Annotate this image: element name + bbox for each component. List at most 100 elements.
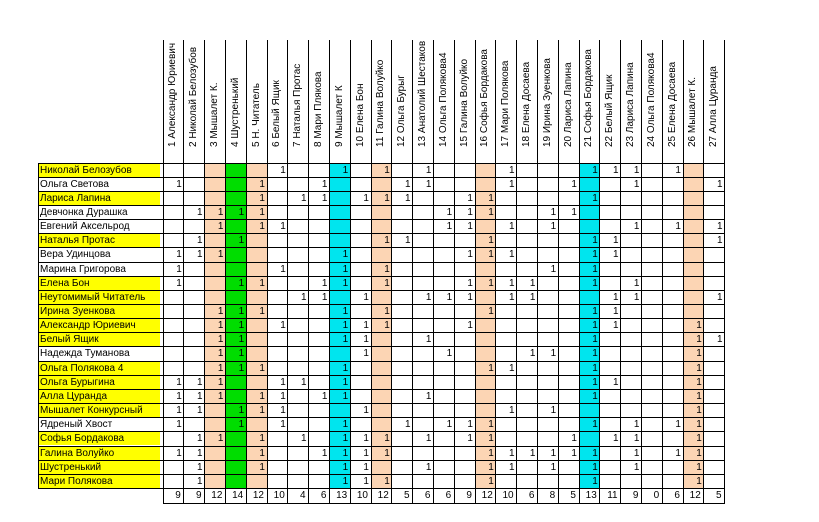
vote-mark: 1 — [384, 164, 390, 176]
vote-mark: 1 — [550, 263, 557, 275]
vote-mark: 1 — [197, 447, 203, 459]
column-fill-9 — [329, 163, 351, 489]
column-header-label: 9 Мышалет К — [333, 85, 345, 147]
vote-mark: 1 — [176, 376, 182, 388]
vote-mark: 1 — [633, 461, 640, 473]
vote-mark: 1 — [509, 249, 515, 261]
vote-mark: 1 — [509, 405, 515, 417]
row-name: Галина Волуйко — [38, 446, 160, 460]
column-header-label: 5 Н. Читатель — [250, 83, 262, 147]
column-total: 12 — [252, 490, 264, 502]
vote-mark: 1 — [363, 405, 369, 417]
row-name: Ядреный Хвост — [40, 419, 113, 431]
grid-line-horizontal — [38, 261, 725, 263]
vote-mark: 1 — [529, 447, 536, 459]
vote-mark: 1 — [550, 221, 557, 233]
row-name: Мышалет Конкурсный — [38, 404, 160, 418]
vote-mark: 1 — [217, 334, 224, 346]
vote-mark: 1 — [321, 291, 328, 303]
grid-line-horizontal — [38, 190, 725, 192]
vote-mark: 1 — [467, 433, 473, 445]
vote-mark: 1 — [550, 405, 557, 417]
vote-mark: 1 — [717, 235, 723, 247]
grid-line-vertical — [38, 163, 39, 489]
vote-mark: 1 — [217, 433, 224, 445]
column-fill-11 — [371, 163, 392, 489]
column-header: 7 Наталья Протас — [288, 40, 309, 161]
row-name: Мари Полякова — [38, 474, 160, 488]
grid-line-vertical — [620, 40, 622, 504]
vote-mark: 1 — [529, 291, 536, 303]
column-header-label: 10 Елена Бон — [354, 83, 366, 147]
vote-mark: 1 — [197, 376, 203, 388]
grid-line-vertical — [162, 40, 164, 504]
column-header-label: 17 Мари Полякова — [500, 60, 512, 147]
row-name: Александр Юриевич — [38, 319, 160, 333]
column-header-label: 27 Алла Цуранда — [708, 66, 720, 147]
vote-mark: 1 — [613, 320, 619, 332]
column-total: 10 — [502, 490, 514, 502]
column-header: 26 Мышалет К. — [683, 40, 704, 161]
column-header-label: 26 Мышалет К. — [687, 76, 699, 147]
vote-mark: 1 — [446, 221, 453, 233]
vote-mark: 1 — [467, 192, 473, 204]
grid-line-vertical — [204, 40, 206, 504]
vote-mark: 1 — [259, 433, 265, 445]
vote-mark: 1 — [280, 221, 286, 233]
column-header: 17 Мари Полякова — [496, 40, 517, 161]
vote-mark: 1 — [363, 348, 369, 360]
vote-mark: 1 — [405, 192, 411, 204]
vote-mark: 1 — [425, 164, 432, 176]
vote-mark: 1 — [613, 249, 619, 261]
vote-mark: 1 — [342, 475, 349, 487]
vote-mark: 1 — [696, 362, 702, 374]
row-name: Алла Цуранда — [38, 389, 160, 403]
vote-mark: 1 — [321, 192, 328, 204]
vote-mark: 1 — [592, 419, 598, 431]
vote-mark: 1 — [425, 461, 432, 473]
vote-mark: 1 — [342, 277, 349, 289]
grid-line-vertical — [536, 40, 538, 504]
column-header: 2 Николай Белозубов — [184, 40, 205, 161]
row-name: Белый Ящик — [38, 333, 160, 347]
grid-line-vertical — [474, 40, 476, 504]
vote-mark: 1 — [405, 419, 411, 431]
vote-mark: 1 — [342, 263, 349, 275]
column-fill-3 — [204, 163, 226, 489]
vote-mark: 1 — [571, 433, 577, 445]
vote-mark: 1 — [342, 376, 349, 388]
vote-mark: 1 — [446, 206, 453, 218]
vote-mark: 1 — [238, 206, 245, 218]
grid-line-vertical — [703, 40, 705, 504]
grid-line-vertical — [557, 40, 559, 504]
column-header-label: 22 Белый Ящик — [604, 74, 616, 148]
vote-mark: 1 — [675, 164, 681, 176]
vote-mark: 1 — [301, 192, 307, 204]
vote-mark: 1 — [488, 475, 494, 487]
grid-line-horizontal — [38, 346, 725, 348]
column-total: 5 — [404, 490, 410, 502]
vote-mark: 1 — [238, 235, 245, 247]
grid-line-vertical — [183, 40, 185, 504]
column-total: 13 — [585, 490, 597, 502]
vote-mark: 1 — [613, 164, 619, 176]
vote-mark: 1 — [259, 192, 265, 204]
vote-mark: 1 — [217, 348, 224, 360]
vote-mark: 1 — [592, 447, 598, 459]
vote-mark: 1 — [342, 447, 349, 459]
column-header: 27 Алла Цуранда — [704, 40, 725, 161]
vote-mark: 1 — [633, 221, 640, 233]
column-total: 12 — [689, 490, 701, 502]
column-header: 19 Ирина Зуенкова — [537, 40, 558, 161]
column-total: 14 — [232, 490, 244, 502]
vote-mark: 1 — [717, 291, 723, 303]
vote-mark: 1 — [696, 320, 702, 332]
row-name: Евгений Аксельрод — [40, 221, 130, 233]
column-header: 1 Александр Юриевич — [163, 40, 184, 161]
vote-mark: 1 — [633, 277, 640, 289]
vote-mark: 1 — [509, 178, 515, 190]
vote-mark: 1 — [197, 405, 203, 417]
vote-mark: 1 — [488, 362, 494, 374]
vote-mark: 1 — [488, 306, 494, 317]
column-header: 20 Лариса Лапина — [558, 40, 579, 161]
